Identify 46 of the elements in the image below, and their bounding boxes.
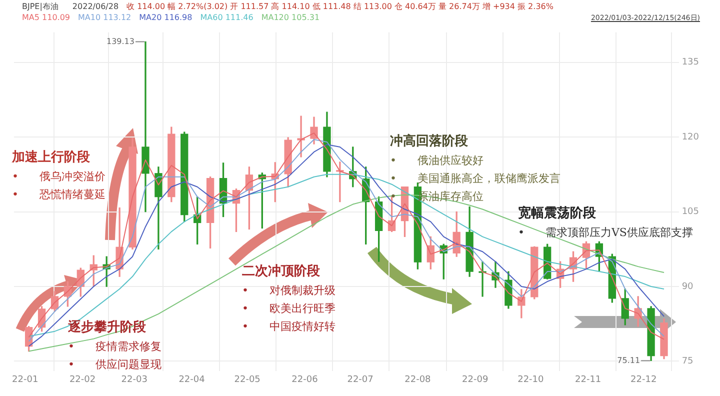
y-tick-label: 75	[682, 356, 694, 367]
x-tick-label: 22-11	[575, 374, 602, 385]
text: 110.09	[42, 13, 70, 22]
annotation: 宽幅震荡阶段	[518, 206, 596, 221]
annotation: • 恐慌情绪蔓延	[12, 188, 106, 201]
y-tick-label: 135	[682, 58, 700, 68]
y-tick-label: 120	[682, 132, 700, 142]
x-tick-label: 22-04	[178, 374, 206, 385]
annotation: • 欧美出行旺季	[242, 302, 336, 315]
x-tick-label: 22-02	[69, 374, 96, 385]
text: 105.31	[292, 13, 320, 22]
text: 收 114.00 幅 2.72%(3.02) 开 111.57 高 114.10 低 111.48 结 113.00 仓 40.64万 量 26.74万 增 +934 振 2.36%	[126, 2, 554, 11]
text: MA10	[78, 13, 101, 22]
x-tick-label: 22-10	[518, 374, 544, 385]
text: MA20	[139, 13, 162, 22]
x-tick-label: 22-05	[234, 374, 260, 385]
x-tick-label: 22-08	[404, 374, 432, 385]
text: 111.46	[225, 13, 254, 22]
x-tick-label: 22-09	[462, 374, 488, 385]
text: MA60	[200, 13, 223, 22]
annotation: 75.11	[617, 356, 640, 365]
annotation: 冲高回落阶段	[390, 134, 468, 149]
text: MA120	[261, 13, 289, 22]
annotation: • 疫情需求修复	[68, 340, 162, 353]
annotation: 139.13	[106, 36, 134, 46]
annotation: • 俄油供应较好	[390, 154, 484, 167]
x-tick-label: 22-03	[121, 374, 148, 385]
x-tick-label: 22-07	[347, 374, 374, 385]
annotation: 二次冲顶阶段	[242, 264, 320, 279]
text: BJPE|布油	[22, 2, 58, 11]
text: 116.98	[164, 13, 192, 22]
text: 113.12	[103, 13, 132, 22]
text: MA5	[22, 13, 40, 22]
annotation: 加速上行阶段	[12, 150, 90, 165]
x-tick-label: 22-01	[12, 374, 38, 385]
annotation: • 中国疫情好转	[242, 320, 336, 333]
annotation: • 对俄制裁升级	[242, 284, 336, 297]
x-tick-label: 22-06	[292, 374, 318, 385]
annotation: • 美国通胀高企，联储鹰派发言	[390, 172, 560, 185]
annotation: • 俄乌冲突溢价	[12, 170, 106, 183]
y-tick-label: 90	[682, 282, 694, 292]
y-tick-label: 105	[682, 207, 700, 218]
text: 2022/06/28	[72, 2, 119, 11]
annotation: • 需求顶部压力VS供应底部支撑	[518, 226, 693, 239]
annotation: • 供应问题显现	[68, 358, 162, 371]
x-tick-label: 22-12	[630, 374, 657, 385]
